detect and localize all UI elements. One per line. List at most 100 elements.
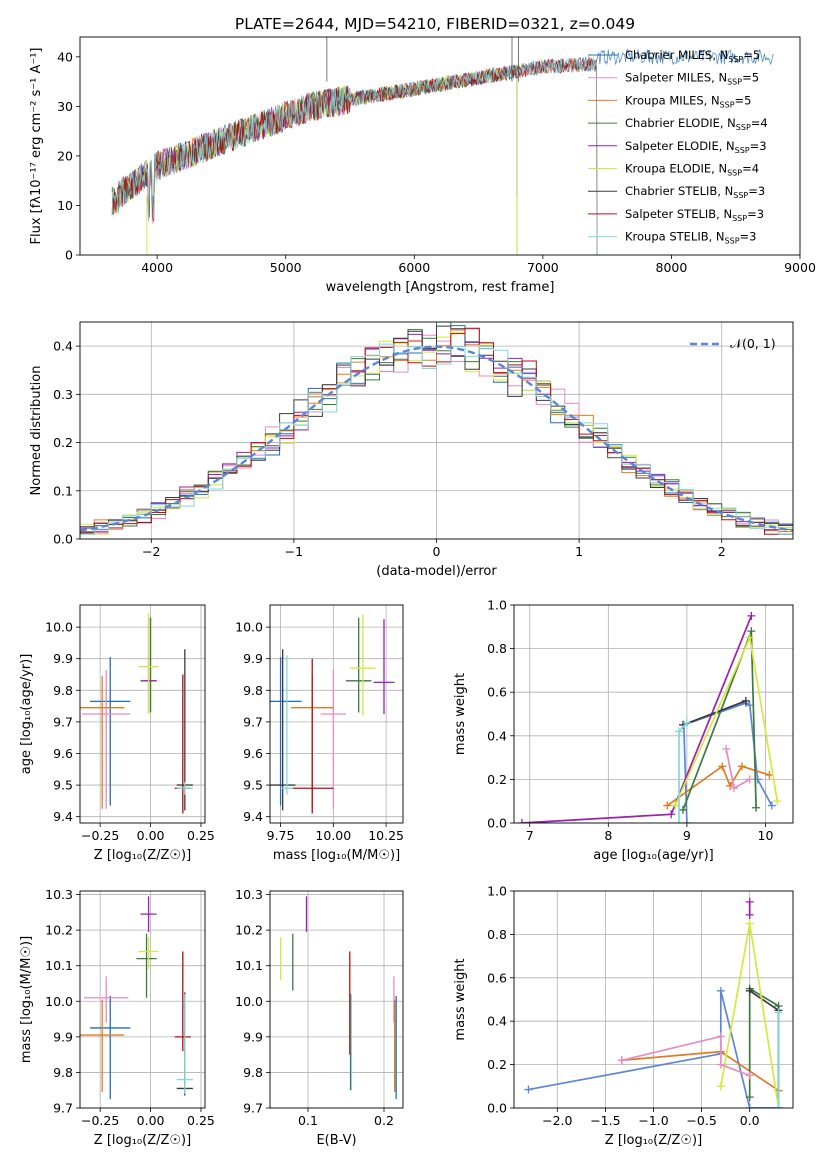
y-tick-label: 10.0	[235, 620, 263, 635]
residuals-plot-area	[80, 322, 793, 539]
mass-weight-marker	[617, 1056, 626, 1065]
legend-label: Salpeter MILES, NSSP=5	[625, 71, 759, 87]
y-tick-label: 40	[57, 49, 73, 64]
y-axis-label: age [log₁₀(age/yr)]	[19, 654, 34, 775]
y-tick-label: 9.8	[53, 1065, 73, 1080]
legend-label: Salpeter ELODIE, NSSP=3	[625, 139, 767, 155]
massweight_vs_age-panel: 7 8 9 10 0.0 0.2 0.4 0.6 0.8 1.0 age [log₁₀(age/yr…	[453, 598, 794, 863]
spectrum-line	[111, 57, 598, 255]
mass-weight-marker	[741, 696, 750, 705]
mass_vs_EBV-panel: 0.1 0.2 9.7 9.8 9.9 10.0 10.1 10.2 10.3 E(B-V)	[235, 887, 404, 1148]
y-tick-label: 0.0	[53, 532, 73, 547]
x-tick-label: 5000	[270, 260, 302, 275]
x-tick-label: 9.75	[267, 828, 295, 843]
y-tick-label: 0.8	[487, 641, 507, 656]
y-tick-label: 10.2	[235, 923, 263, 938]
x-axis-label: Z [log₁₀(Z/Z☉)]	[94, 1133, 191, 1148]
spectrum-legend: Chabrier MILES, NSSP=5 Salpeter MILES, NS…	[588, 48, 768, 246]
y-tick-label: 30	[57, 99, 73, 114]
mass-weight-marker	[752, 803, 761, 812]
x-tick-label: 7000	[527, 260, 559, 275]
mass-weight-marker	[663, 801, 672, 810]
legend-label: Chabrier STELIB, NSSP=3	[625, 184, 765, 200]
residuals-panel: −2 −1 0 1 2 0.0 0.1 0.2 0.3 0.4 (data-model)/error…	[29, 321, 794, 579]
axes-frame	[79, 321, 794, 540]
mass-weight-marker	[747, 611, 756, 620]
spectrum-panel: 4000 5000 6000 7000 8000 9000 0 10 20 30 40 wavelen…	[29, 36, 816, 295]
y-tick-label: 0.2	[487, 772, 507, 787]
age_vs_Z-plot-area	[80, 605, 205, 823]
x-tick-label: 9000	[784, 260, 816, 275]
mass-weight-marker	[722, 744, 731, 753]
x-tick-label: 10	[758, 828, 774, 843]
x-tick-label: 0.00	[137, 1113, 165, 1128]
mass-weight-marker	[667, 810, 676, 819]
y-tick-label: 9.8	[243, 683, 263, 698]
axes-frame	[79, 36, 801, 256]
mass-weight-marker	[716, 1032, 725, 1041]
massweight_vs_Z-plot-area	[514, 891, 793, 1108]
x-tick-label: −0.25	[81, 828, 119, 843]
mass-weight-marker	[716, 1082, 725, 1091]
x-axis-label: Z [log₁₀(Z/Z☉)]	[94, 848, 191, 863]
x-axis-label: (data-model)/error	[376, 564, 497, 579]
y-tick-label: 0.4	[487, 1014, 507, 1029]
y-axis-label: Flux [fλ10⁻¹⁷ erg cm⁻² s⁻¹ A⁻¹]	[29, 48, 44, 245]
y-tick-label: 9.6	[53, 746, 73, 761]
y-tick-label: 9.5	[243, 778, 263, 793]
mass-weight-marker	[675, 819, 684, 823]
x-tick-label: 8000	[656, 260, 688, 275]
mass-weight-line	[682, 700, 747, 726]
y-axis-label: mass weight	[453, 673, 468, 755]
mass-weight-marker	[745, 919, 754, 928]
y-tick-label: 10.0	[45, 620, 73, 635]
y-tick-label: 10.1	[45, 958, 73, 973]
y-tick-label: 20	[57, 148, 73, 163]
mass-weight-line	[682, 702, 773, 823]
y-tick-label: 0.6	[487, 970, 507, 985]
figure-title: PLATE=2644, MJD=54210, FIBERID=0321, z=0…	[235, 15, 635, 33]
y-tick-label: 0.1	[53, 483, 73, 498]
x-tick-label: 1	[575, 544, 583, 559]
mass-weight-marker	[718, 762, 727, 771]
x-axis-label: mass [log₁₀(M/M☉)]	[273, 848, 400, 863]
x-tick-label: −0.5	[686, 1113, 716, 1128]
residual-histogram	[80, 343, 793, 535]
y-tick-label: 0.8	[487, 927, 507, 942]
y-tick-label: 0.0	[487, 816, 507, 831]
x-tick-label: −2	[142, 544, 160, 559]
mass-weight-marker	[745, 910, 754, 919]
spectrum-line	[111, 56, 598, 255]
y-axis-label: mass [log₁₀(M/M☉)]	[19, 936, 34, 1063]
y-tick-label: 10.0	[235, 994, 263, 1009]
mass_vs_Z-plot-area	[80, 891, 205, 1108]
axes-frame	[513, 890, 794, 1109]
y-axis-label: Normed distribution	[29, 366, 44, 496]
x-tick-label: 0.1	[298, 1113, 318, 1128]
mass-weight-marker	[767, 801, 776, 810]
x-tick-label: 10.00	[315, 828, 351, 843]
mass-weight-marker	[682, 819, 691, 823]
mass-weight-marker	[745, 1071, 754, 1080]
y-axis-label: mass weight	[453, 958, 468, 1040]
legend-label: 𝒩(0, 1)	[730, 336, 776, 351]
mass_vs_EBV-plot-area	[270, 891, 403, 1108]
x-tick-label: 0.00	[137, 828, 165, 843]
x-tick-label: −0.25	[81, 1113, 119, 1128]
mass-weight-marker	[774, 1104, 783, 1108]
legend-label: Chabrier MILES, NSSP=5	[625, 48, 760, 64]
mass_vs_Z-panel: −0.25 0.00 0.25 9.7 9.8 9.9 10.0 10.1 10.2 10.3 Z …	[19, 887, 215, 1148]
x-axis-label: Z [log₁₀(Z/Z☉)]	[605, 1133, 702, 1148]
age_vs_Z-panel: −0.25 0.00 0.25 9.4 9.5 9.6 9.7 9.8 9.9 10.0 Z [lo…	[19, 604, 215, 863]
y-tick-label: 0.6	[487, 685, 507, 700]
x-tick-label: 8	[604, 828, 612, 843]
mass-weight-marker	[745, 633, 754, 642]
x-axis-label: E(B-V)	[316, 1133, 356, 1148]
axes-frame	[79, 604, 206, 824]
mass-weight-marker	[737, 762, 746, 771]
legend-label: Chabrier ELODIE, NSSP=4	[625, 116, 768, 132]
mass-weight-marker	[682, 718, 691, 727]
mass-weight-line	[749, 990, 780, 1108]
legend-label: Kroupa MILES, NSSP=5	[625, 93, 751, 109]
y-tick-label: 9.6	[243, 746, 263, 761]
